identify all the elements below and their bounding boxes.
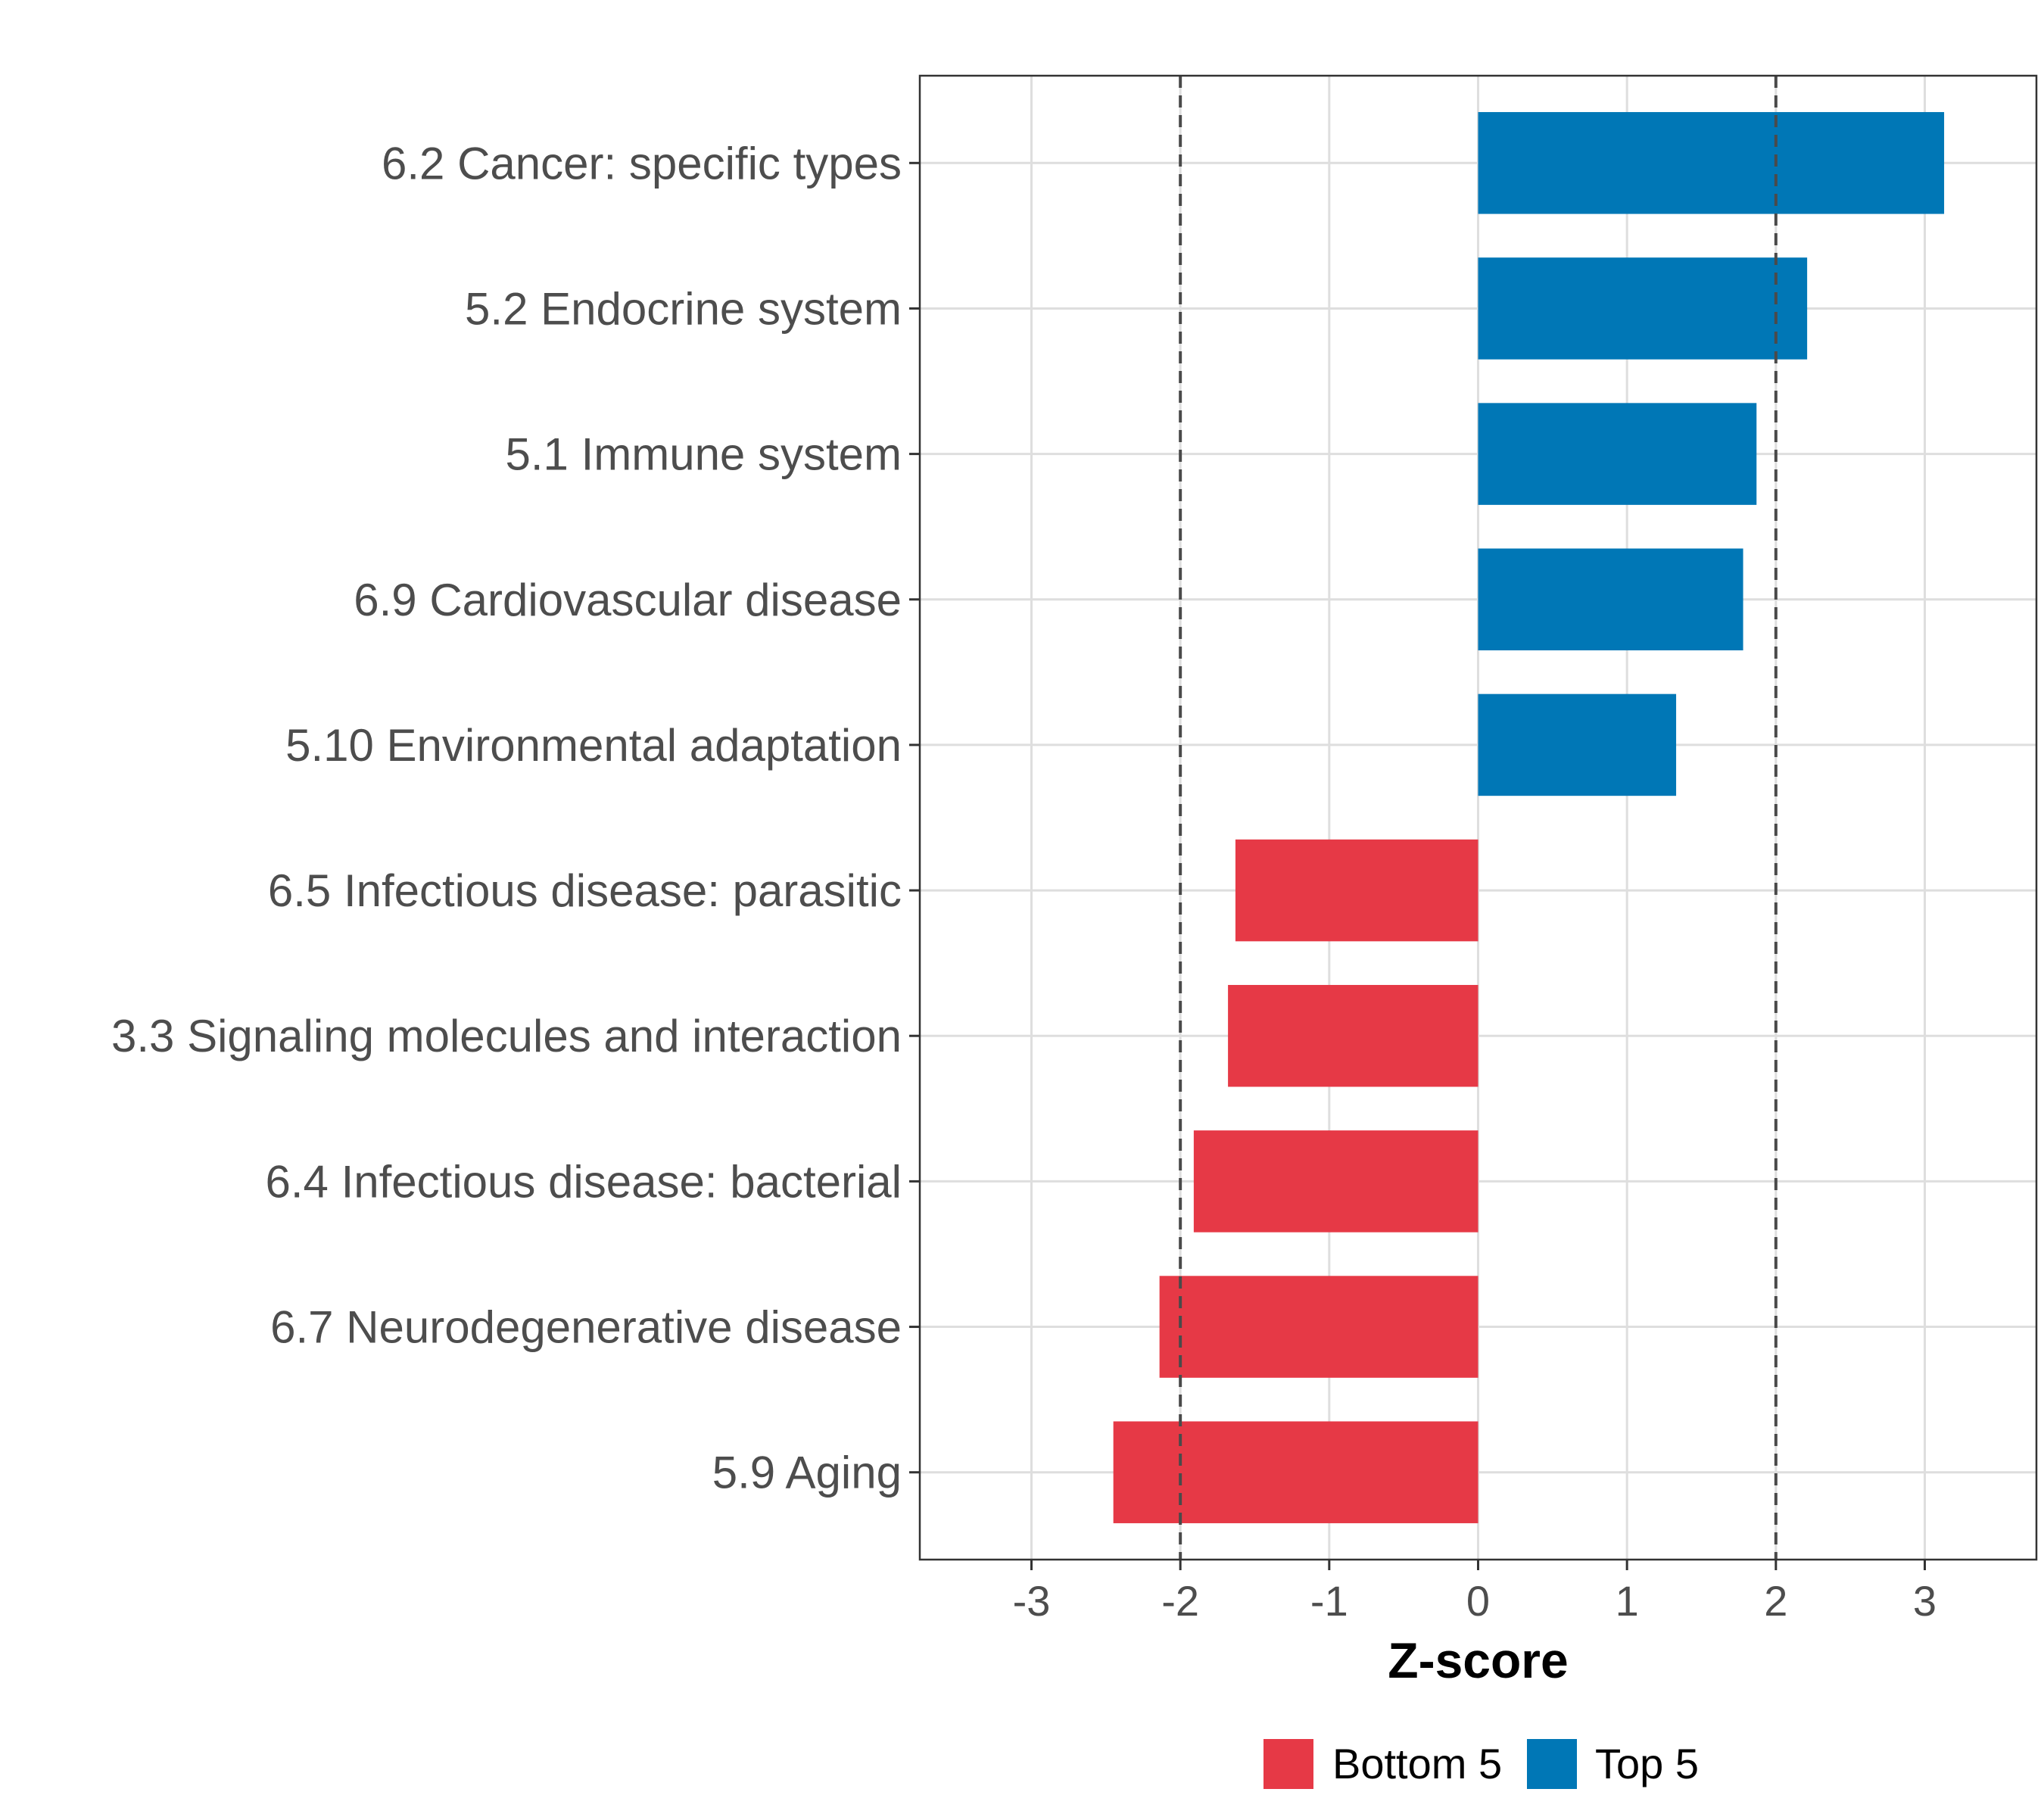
y-tick-label: 6.7 Neurodegenerative disease [270,1302,902,1353]
x-tick-label: 0 [1466,1577,1490,1625]
y-tick-label: 5.10 Environmental adaptation [285,720,902,771]
bar [1478,693,1677,796]
legend: Bottom 5 Top 5 [1263,1739,1699,1789]
x-axis: -3 -2 -1 0 1 2 3 [1013,1560,1937,1625]
bar-layer [1113,112,1945,1523]
bar [1478,112,1945,214]
y-tick-label: 6.5 Infectious disease: parasitic [268,865,902,916]
bar [1193,1130,1478,1233]
reference-lines [1179,76,1778,1560]
y-tick-label: 6.2 Cancer: specific types [382,138,902,189]
legend-key [1527,1739,1577,1789]
x-tick-label: 1 [1616,1577,1639,1625]
bar [1478,403,1757,505]
bar [1478,548,1743,651]
y-tick-label: 6.9 Cardiovascular disease [354,575,902,625]
x-tick-label: 3 [1913,1577,1937,1625]
bar [1235,839,1478,942]
x-tick-label: -2 [1161,1577,1199,1625]
y-tick-label: 5.1 Immune system [505,429,902,480]
y-tick-label: 5.2 Endocrine system [465,283,902,334]
y-tick-label: 3.3 Signaling molecules and interaction [111,1011,902,1061]
x-tick-label: -1 [1310,1577,1348,1625]
legend-label: Bottom 5 [1332,1740,1502,1787]
x-tick-label: -3 [1013,1577,1051,1625]
y-tick-label: 5.9 Aging [712,1448,902,1498]
x-tick-label: 2 [1764,1577,1787,1625]
y-axis: 6.2 Cancer: specific types 5.2 Endocrine … [111,138,920,1498]
legend-label: Top 5 [1595,1740,1699,1787]
bar [1113,1421,1478,1523]
bar [1159,1276,1478,1378]
x-axis-title: Z-score [1388,1632,1568,1688]
bar [1478,257,1808,360]
bar [1228,984,1478,1087]
legend-key [1263,1739,1313,1789]
y-tick-label: 6.4 Infectious disease: bacterial [266,1156,902,1207]
